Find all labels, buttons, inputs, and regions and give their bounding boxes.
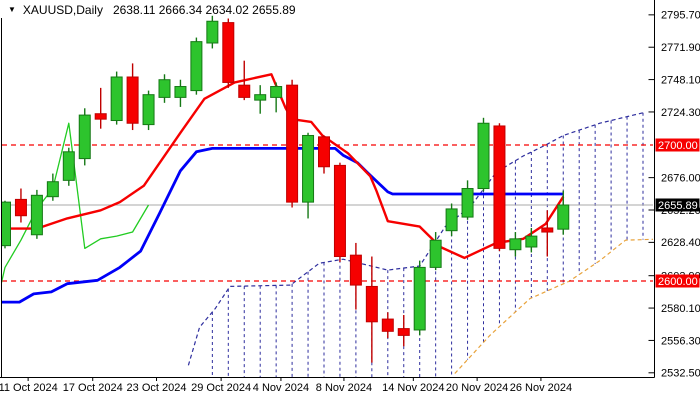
price-tick-label: 2724.30 <box>661 107 700 119</box>
candle-body <box>349 254 362 286</box>
level-price-label: 2700.00 <box>658 140 698 152</box>
candle-body <box>429 239 442 268</box>
candle-body <box>397 328 410 336</box>
candle-body <box>254 94 267 101</box>
candle-body <box>302 134 315 203</box>
candle-body <box>477 122 490 190</box>
candle-body <box>413 266 426 331</box>
price-tick-label: 2748.10 <box>661 74 700 86</box>
candle-body <box>126 76 139 124</box>
price-tick-label: 2628.40 <box>661 237 700 249</box>
candle-body <box>110 76 123 122</box>
senkou-span-a-line <box>187 111 645 366</box>
chart-ohlc-values: 2638.11 2666.34 2634.02 2655.89 <box>112 3 296 17</box>
candle-body <box>158 79 171 98</box>
time-tick-label: 11 Oct 2024 <box>0 382 58 394</box>
current-price-label-box <box>655 198 700 212</box>
time-tick-label: 8 Nov 2024 <box>316 382 372 394</box>
candle-body <box>493 125 506 249</box>
candle-body <box>62 151 75 181</box>
level-price-label-box <box>655 274 700 288</box>
candle-body <box>222 22 235 83</box>
candle-body <box>525 235 538 248</box>
current-price-label: 2655.89 <box>658 200 698 212</box>
senkou-span-b-line <box>454 238 653 374</box>
chart-title: ▼ XAUUSD,Daily 2638.11 2666.34 2634.02 265… <box>8 3 296 17</box>
symbol-dropdown-icon[interactable]: ▼ <box>8 5 16 14</box>
candle-body <box>190 41 203 92</box>
candle-body <box>30 194 43 236</box>
time-tick-label: 29 Oct 2024 <box>191 382 251 394</box>
level-price-label: 2600.00 <box>658 276 698 288</box>
candle-body <box>333 164 346 258</box>
time-tick-label: 14 Nov 2024 <box>382 382 444 394</box>
time-tick-label: 4 Nov 2024 <box>253 382 309 394</box>
chikou-span-line <box>2 122 150 284</box>
time-tick-label: 23 Oct 2024 <box>127 382 187 394</box>
price-tick-label: 2556.30 <box>661 335 700 347</box>
tenkan-sen-line <box>2 73 565 260</box>
candle-body <box>94 113 107 120</box>
level-price-label-box <box>655 138 700 152</box>
candle-body <box>461 188 474 218</box>
price-tick-label: 2771.90 <box>661 42 700 54</box>
time-tick-label: 20 Nov 2024 <box>446 382 508 394</box>
candle-body <box>509 238 522 251</box>
candle-body <box>206 20 219 44</box>
candle-body <box>381 318 394 332</box>
price-tick-label: 2580.10 <box>661 303 700 315</box>
candle-body <box>270 86 283 98</box>
candle-body <box>174 86 187 98</box>
candle-body <box>2 201 11 247</box>
candle-body <box>541 227 554 233</box>
candle-body <box>318 136 330 168</box>
candle-body <box>445 208 458 232</box>
price-tick-label: 2532.50 <box>661 368 700 380</box>
candle-body <box>557 204 570 230</box>
chart-symbol-period: XAUUSD,Daily <box>22 3 103 17</box>
candle-body <box>78 114 91 160</box>
price-tick-label: 2676.00 <box>661 172 700 184</box>
candle-body <box>238 84 251 98</box>
price-tick-label: 2795.70 <box>661 10 700 22</box>
candle-body <box>286 84 299 203</box>
time-tick-label: 26 Nov 2024 <box>510 382 572 394</box>
candle-body <box>46 181 59 198</box>
time-tick-label: 17 Oct 2024 <box>63 382 123 394</box>
candle-body <box>142 94 155 126</box>
candle-body <box>14 198 27 217</box>
plot-area <box>2 15 653 377</box>
candle-body <box>365 285 378 323</box>
